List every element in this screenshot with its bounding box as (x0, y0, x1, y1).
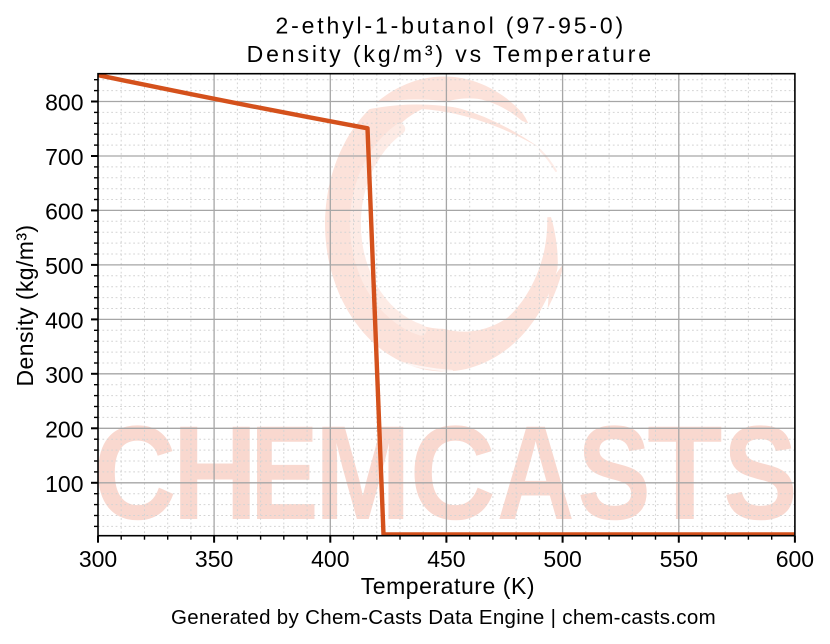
svg-text:400: 400 (311, 546, 349, 572)
svg-text:Density (kg/m³): Density (kg/m³) (12, 225, 38, 387)
svg-text:550: 550 (660, 546, 698, 572)
svg-text:Density (kg/m³) vs Temperature: Density (kg/m³) vs Temperature (247, 41, 654, 67)
svg-text:300: 300 (79, 546, 117, 572)
svg-text:600: 600 (45, 198, 83, 224)
svg-text:S: S (723, 399, 798, 548)
svg-text:400: 400 (45, 307, 83, 333)
svg-text:450: 450 (427, 546, 465, 572)
svg-text:200: 200 (45, 416, 83, 442)
svg-text:Generated by Chem-Casts Data E: Generated by Chem-Casts Data Engine | ch… (171, 606, 716, 629)
svg-text:H: H (172, 399, 257, 548)
svg-text:C: C (93, 399, 176, 548)
svg-text:500: 500 (45, 253, 83, 279)
svg-text:Temperature (K): Temperature (K) (361, 573, 535, 599)
svg-text:2-ethyl-1-butanol (97-95-0): 2-ethyl-1-butanol (97-95-0) (276, 13, 627, 39)
svg-text:600: 600 (776, 546, 814, 572)
svg-text:T: T (647, 399, 723, 548)
svg-text:300: 300 (45, 362, 83, 388)
svg-text:S: S (577, 399, 651, 548)
svg-text:100: 100 (45, 471, 83, 497)
svg-text:C: C (410, 399, 496, 548)
svg-text:800: 800 (45, 90, 83, 116)
svg-text:500: 500 (543, 546, 581, 572)
svg-text:A: A (497, 399, 575, 548)
svg-text:700: 700 (45, 144, 83, 170)
svg-text:350: 350 (195, 546, 233, 572)
svg-text:M: M (315, 399, 411, 548)
